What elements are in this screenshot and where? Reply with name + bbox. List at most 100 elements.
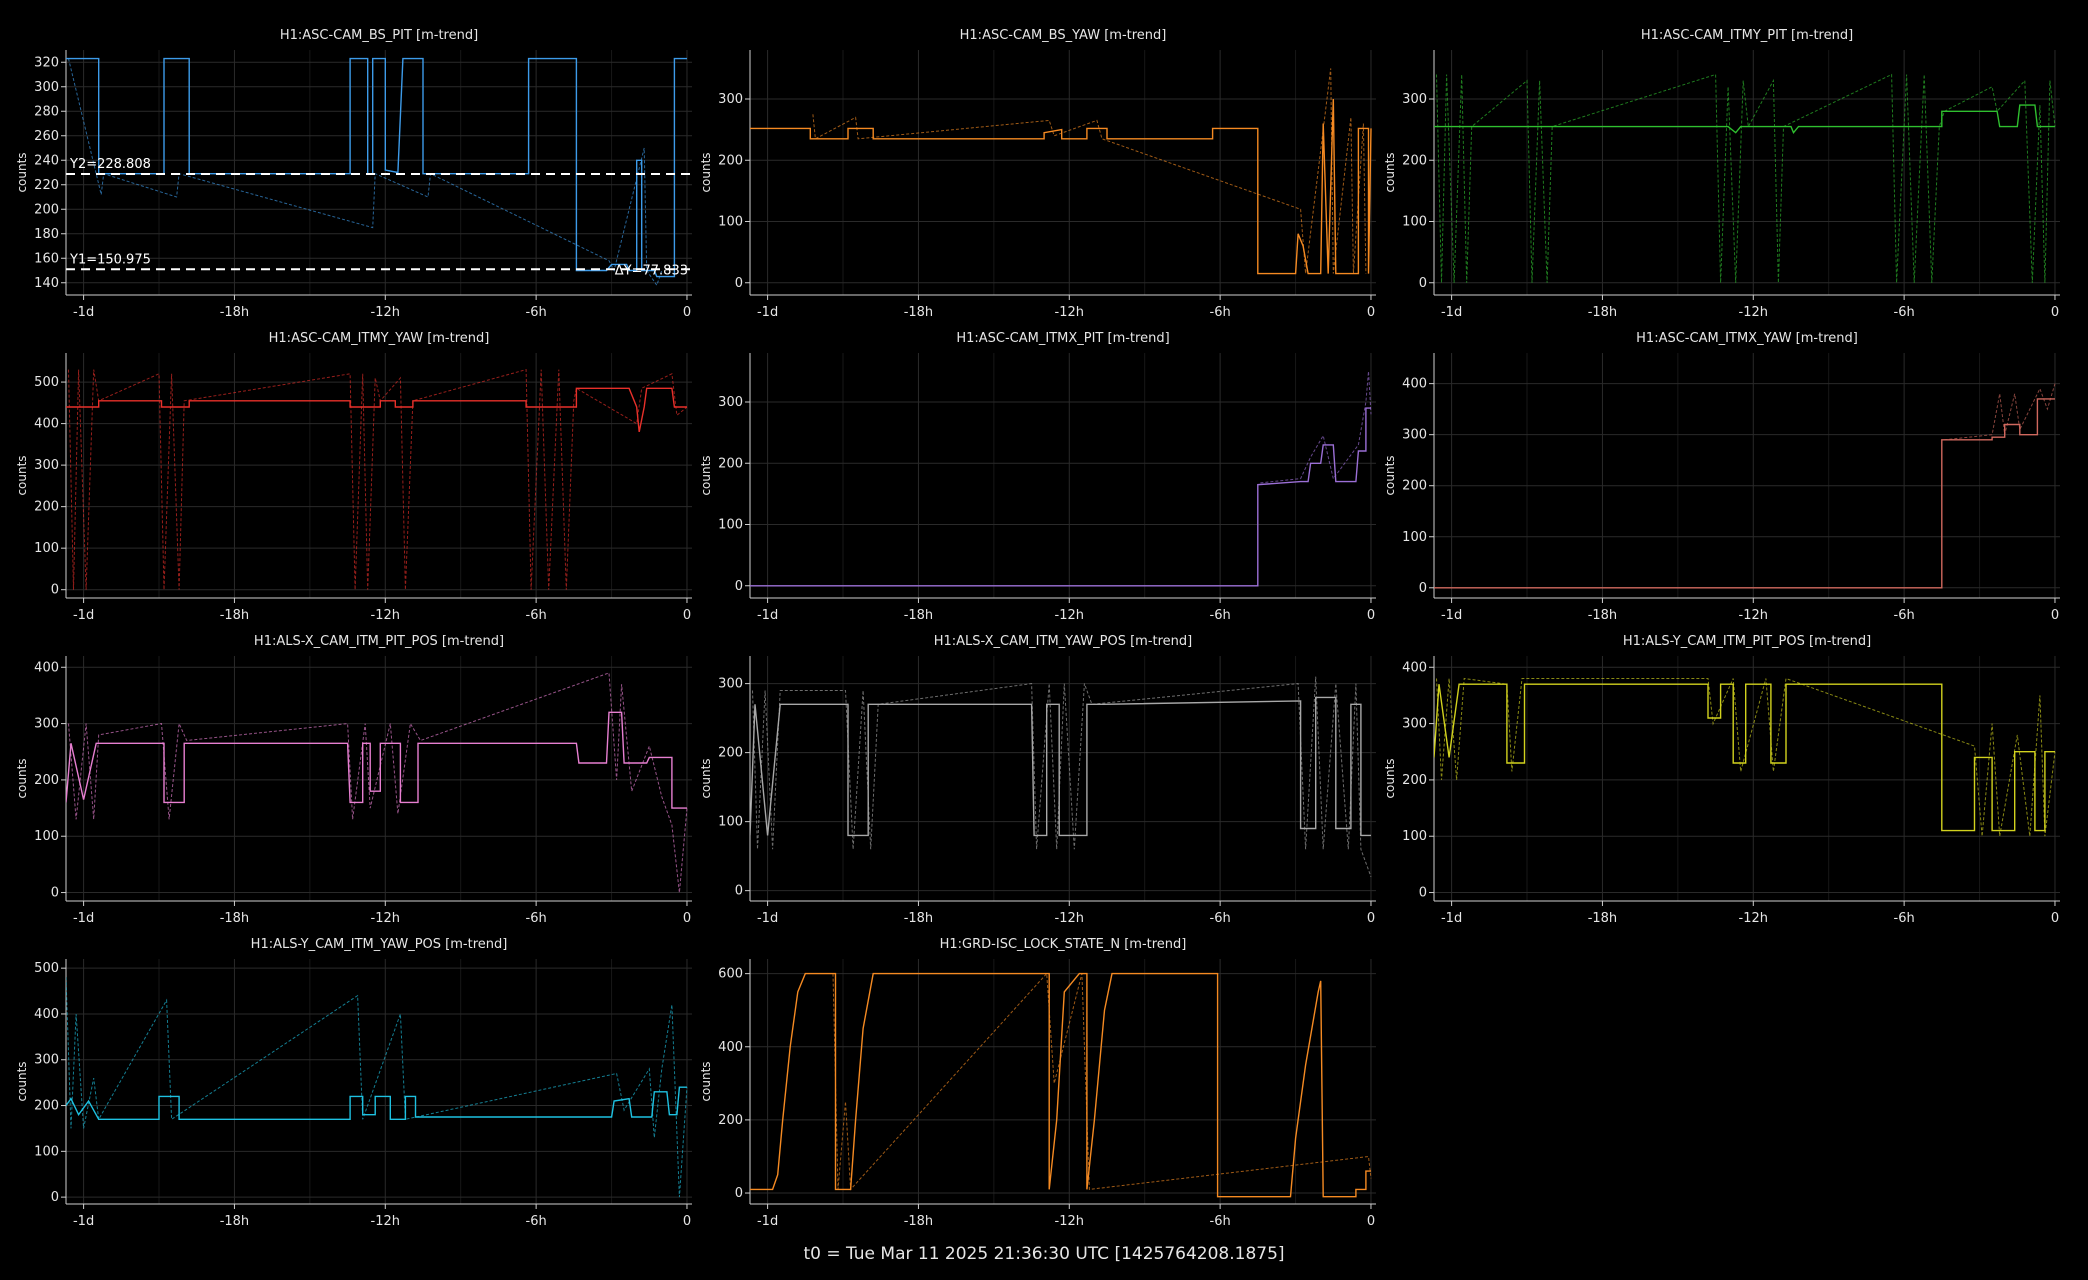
y-tick-label: 300 — [34, 717, 59, 732]
series-extrema-line — [832, 972, 1372, 1191]
y-tick-label: 300 — [718, 395, 743, 410]
x-tick-label: -18h — [1588, 305, 1617, 320]
x-tick-label: -6h — [1894, 911, 1915, 926]
chart-panel-10: H1:ALS-Y_CAM_ITM_YAW_POS [m-trend] 0 100 20… — [15, 937, 692, 1229]
x-tick-label: -18h — [220, 608, 249, 623]
y-tick-label: 100 — [718, 518, 743, 533]
x-tick-label: -18h — [220, 911, 249, 926]
y-axis-label: counts — [1383, 758, 1397, 798]
x-tick-label: -18h — [904, 1214, 933, 1229]
x-tick-label: 0 — [1367, 305, 1375, 320]
series-mean-line — [1434, 683, 2055, 832]
y-tick-label: 400 — [718, 1040, 743, 1055]
x-tick-label: -12h — [1739, 305, 1768, 320]
x-tick-label: -12h — [1739, 608, 1768, 623]
y-axis-label: counts — [699, 455, 713, 495]
y-tick-label: 180 — [34, 227, 59, 242]
y-tick-label: 0 — [735, 579, 743, 594]
series-extrema-line — [1436, 677, 2056, 837]
series-mean-line — [66, 57, 687, 278]
y-tick-label: 400 — [1402, 377, 1427, 392]
x-tick-label: -12h — [371, 1214, 400, 1229]
y-tick-label: 300 — [1402, 717, 1427, 732]
series-mean-line — [750, 407, 1371, 587]
series-mean-line — [1434, 104, 2055, 135]
chart-panel-9: H1:ALS-Y_CAM_ITM_PIT_POS [m-trend] 0 100 20… — [1383, 634, 2060, 926]
y-tick-label: 0 — [51, 1190, 59, 1205]
y-tick-label: 200 — [34, 773, 59, 788]
x-tick-label: 0 — [2051, 305, 2059, 320]
y-tick-label: 260 — [34, 129, 59, 144]
y-tick-label: 500 — [34, 961, 59, 976]
chart-panel-5: H1:ASC-CAM_ITMX_PIT [m-trend] 0 100 200 300 -… — [699, 331, 1376, 623]
y-tick-label: 100 — [1402, 215, 1427, 230]
y-tick-label: 200 — [1402, 773, 1427, 788]
y-tick-label: 200 — [718, 456, 743, 471]
x-tick-label: -12h — [371, 911, 400, 926]
series-extrema-line — [1260, 371, 1372, 484]
y-axis-label: counts — [15, 758, 29, 798]
x-tick-label: -6h — [1210, 911, 1231, 926]
chart-title: H1:ALS-X_CAM_ITM_YAW_POS [m-trend] — [934, 634, 1193, 649]
y-tick-label: 0 — [735, 884, 743, 899]
y-axis-label: counts — [1383, 152, 1397, 192]
y-tick-label: 200 — [718, 1113, 743, 1128]
x-tick-label: 0 — [683, 911, 691, 926]
x-tick-label: -12h — [1055, 1214, 1084, 1229]
y-tick-label: 600 — [718, 967, 743, 982]
y-tick-label: 0 — [1419, 276, 1427, 291]
y-tick-label: 0 — [735, 1186, 743, 1201]
chart-panel-7: H1:ALS-X_CAM_ITM_PIT_POS [m-trend] 0 100 20… — [15, 634, 692, 926]
x-tick-label: 0 — [2051, 608, 2059, 623]
x-tick-label: -6h — [526, 305, 547, 320]
x-tick-label: -1d — [73, 608, 94, 623]
y-tick-label: 200 — [1402, 153, 1427, 168]
t0-footer: t0 = Tue Mar 11 2025 21:36:30 UTC [14257… — [803, 1244, 1285, 1264]
chart-panel-4: H1:ASC-CAM_ITMY_YAW [m-trend] 0 100 200 300 4… — [15, 331, 692, 623]
series-mean-line — [750, 696, 1371, 837]
x-tick-label: -6h — [526, 1214, 547, 1229]
y-tick-label: 240 — [34, 153, 59, 168]
x-tick-label: -12h — [1055, 911, 1084, 926]
chart-title: H1:ASC-CAM_ITMX_PIT [m-trend] — [956, 331, 1169, 346]
y-tick-label: 100 — [34, 1144, 59, 1159]
series-extrema-line — [68, 58, 663, 287]
y-tick-label: 0 — [1419, 886, 1427, 901]
x-tick-label: -1d — [73, 1214, 94, 1229]
x-tick-label: -1d — [1441, 305, 1462, 320]
x-tick-label: 0 — [683, 305, 691, 320]
y-tick-label: 300 — [1402, 428, 1427, 443]
y-tick-label: 0 — [1419, 581, 1427, 596]
y-axis-label: counts — [15, 1061, 29, 1101]
series-extrema-line — [1944, 383, 2056, 441]
y-tick-label: 0 — [51, 583, 59, 598]
x-tick-label: -6h — [1210, 305, 1231, 320]
y-tick-label: 100 — [718, 215, 743, 230]
x-tick-label: -1d — [757, 608, 778, 623]
chart-title: H1:GRD-ISC_LOCK_STATE_N [m-trend] — [940, 937, 1187, 952]
x-tick-label: 0 — [683, 1214, 691, 1229]
y-tick-label: 200 — [34, 202, 59, 217]
chart-title: H1:ASC-CAM_ITMX_YAW [m-trend] — [1636, 331, 1858, 346]
chart-panel-3: H1:ASC-CAM_ITMY_PIT [m-trend] 0 100 200 300 -… — [1383, 28, 2060, 320]
y-axis-label: counts — [699, 1061, 713, 1101]
y-tick-label: 100 — [1402, 829, 1427, 844]
chart-title: H1:ALS-X_CAM_ITM_PIT_POS [m-trend] — [254, 634, 504, 649]
y-tick-label: 100 — [34, 829, 59, 844]
y-tick-label: 500 — [34, 375, 59, 390]
x-tick-label: -12h — [1739, 911, 1768, 926]
series-mean-line — [750, 972, 1371, 1198]
x-tick-label: -12h — [1055, 608, 1084, 623]
chart-title: H1:ALS-Y_CAM_ITM_YAW_POS [m-trend] — [251, 937, 508, 952]
y-tick-label: 160 — [34, 251, 59, 266]
x-tick-label: -12h — [371, 305, 400, 320]
y-tick-label: 140 — [34, 276, 59, 291]
x-tick-label: 0 — [1367, 1214, 1375, 1229]
y-tick-label: 400 — [34, 1007, 59, 1022]
x-tick-label: 0 — [1367, 608, 1375, 623]
x-tick-label: -18h — [904, 911, 933, 926]
y-axis-label: counts — [1383, 455, 1397, 495]
x-tick-label: -18h — [904, 305, 933, 320]
x-tick-label: 0 — [2051, 911, 2059, 926]
